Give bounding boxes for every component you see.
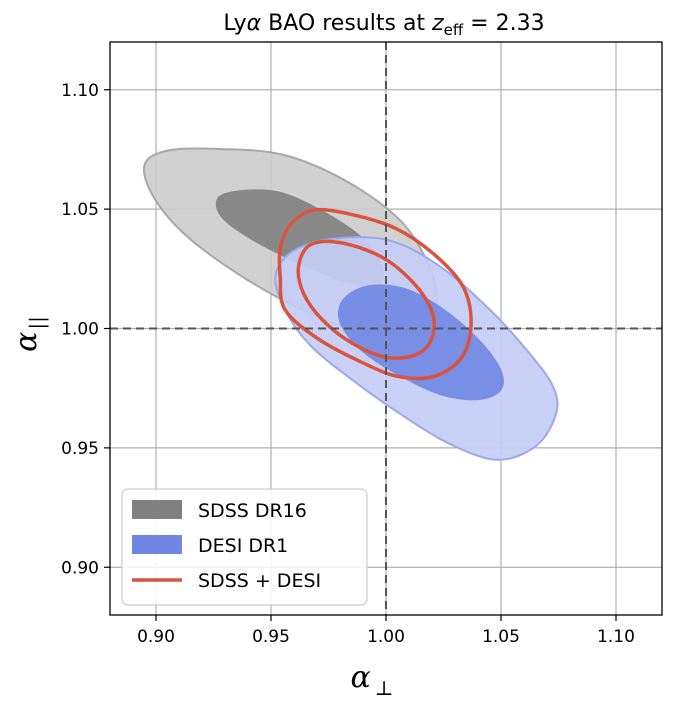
x-tick-label-1: 0.95 [252,627,290,647]
y-tick-label-1: 0.95 [61,439,99,459]
legend-label-desi-dr1: DESI DR1 [198,535,288,557]
x-tick-label-4: 1.10 [597,627,635,647]
contour-sdss-desi-inner [296,239,436,360]
y-tick-label-3: 1.05 [61,200,99,220]
contour-desi-dr1-inner [337,284,504,401]
x-tick-label-3: 1.05 [482,627,520,647]
y-tick-label-2: 1.00 [61,320,99,340]
y-axis-label-group: α|| [9,316,50,352]
legend-label-sdss-desi: SDSS + DESI [198,570,321,592]
y-axis-label: α|| [9,316,50,352]
legend: SDSS DR16 DESI DR1 SDSS + DESI [121,488,368,606]
y-tick-label-4: 1.10 [61,81,99,101]
legend-box [121,488,368,606]
legend-swatch-sdss-dr16 [132,500,182,519]
legend-swatch-desi-dr1 [132,535,182,554]
x-axis-label: α ⊥ [350,660,393,700]
chart-title: Lyα BAO results at zeff = 2.33 [223,11,544,39]
contour-sdss-desi-outer [277,207,473,381]
y-axis-ticks: 0.90 0.95 1.00 1.05 1.10 [61,81,110,578]
y-tick-label-0: 0.90 [61,558,99,578]
contour-layer [142,147,559,461]
legend-label-sdss-dr16: SDSS DR16 [198,500,307,522]
reference-lines [110,42,662,615]
x-axis-ticks: 0.90 0.95 1.00 1.05 1.10 [137,615,635,647]
x-tick-label-0: 0.90 [137,627,175,647]
x-tick-label-2: 1.00 [367,627,405,647]
